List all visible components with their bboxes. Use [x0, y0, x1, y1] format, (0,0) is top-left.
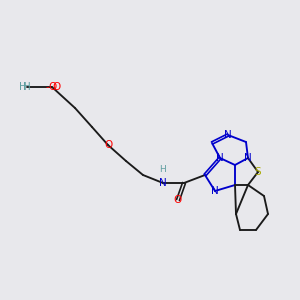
Text: H: H: [19, 82, 27, 92]
Text: N: N: [211, 186, 219, 196]
Text: H: H: [23, 82, 31, 92]
Text: N: N: [244, 153, 252, 163]
Text: N: N: [159, 178, 167, 188]
Text: O: O: [174, 195, 182, 205]
Text: N: N: [224, 130, 232, 140]
Text: O: O: [52, 82, 60, 92]
Text: N: N: [216, 153, 224, 163]
Text: H: H: [160, 166, 167, 175]
Text: O: O: [104, 140, 112, 150]
Text: S: S: [255, 167, 261, 177]
Text: -O: -O: [46, 82, 58, 92]
